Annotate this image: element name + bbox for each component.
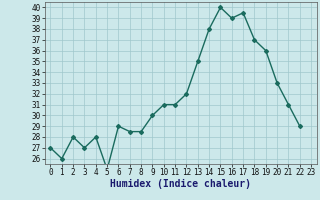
X-axis label: Humidex (Indice chaleur): Humidex (Indice chaleur) — [110, 179, 251, 189]
